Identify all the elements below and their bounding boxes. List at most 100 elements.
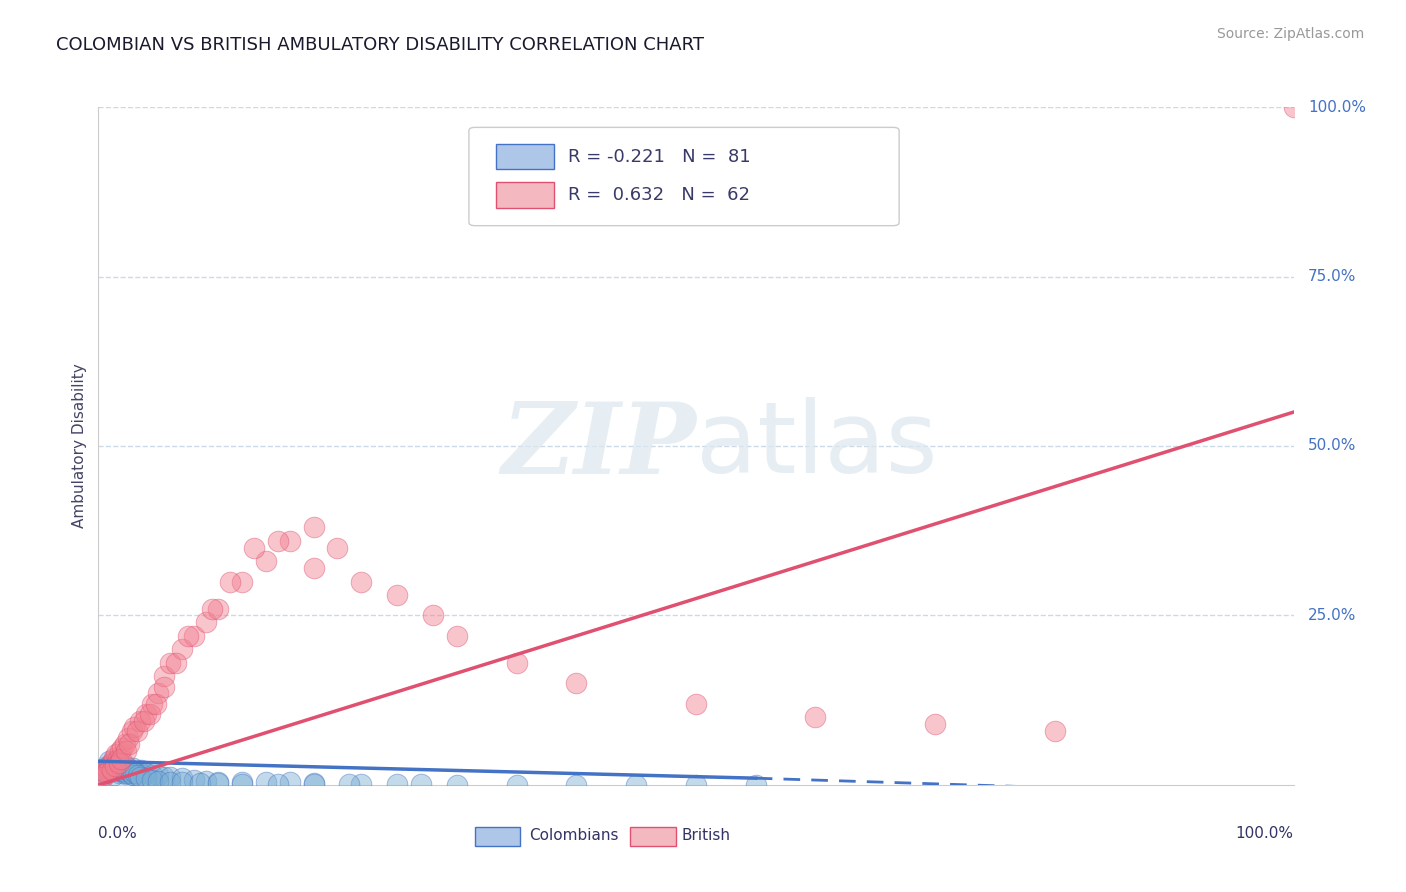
Point [231,776,253,790]
Point [302,776,325,790]
Text: 75.0%: 75.0% [1308,269,1357,284]
Point [219,574,242,589]
Text: 100.0%: 100.0% [1236,826,1294,840]
Point [188,776,211,790]
Point [96,765,118,780]
Point [924,717,946,731]
Point [110,763,132,777]
Point [121,765,143,780]
Point [93,768,115,782]
Point [207,776,229,790]
Point [93,763,115,777]
Point [195,615,218,630]
Point [105,754,128,768]
Point [745,778,768,792]
Point [267,533,290,548]
Point [172,771,194,785]
Point [159,774,181,789]
Point [183,772,205,787]
Text: R = -0.221   N =  81: R = -0.221 N = 81 [568,147,751,166]
Point [132,714,155,728]
Point [124,720,146,734]
Point [98,763,122,777]
Point [446,629,468,643]
Text: Colombians: Colombians [529,829,619,843]
Point [422,608,444,623]
Point [1282,100,1305,114]
Point [177,629,200,643]
Point [129,770,152,784]
Point [565,778,588,792]
Point [411,777,433,791]
Point [115,759,138,773]
Point [565,676,588,690]
Point [141,697,163,711]
Y-axis label: Ambulatory Disability: Ambulatory Disability [72,364,87,528]
Point [172,775,194,789]
Point [91,770,114,784]
Text: 50.0%: 50.0% [1308,439,1357,453]
Point [96,761,118,775]
Point [350,776,373,790]
Point [172,642,194,657]
Point [446,778,468,792]
FancyBboxPatch shape [496,144,554,169]
Point [267,777,290,791]
Point [105,756,128,771]
Text: 0.0%: 0.0% [98,826,138,840]
Point [100,757,122,772]
Point [141,768,163,782]
Point [148,773,170,788]
Point [125,765,148,780]
Point [207,774,229,789]
Point [112,763,135,777]
Point [1043,723,1066,738]
Point [101,754,124,768]
Point [114,737,136,751]
Point [302,520,325,534]
Point [626,778,648,792]
Point [100,763,122,777]
Point [506,778,529,792]
Text: R =  0.632   N =  62: R = 0.632 N = 62 [568,186,749,204]
Point [91,765,114,780]
Point [98,754,121,768]
Point [145,697,167,711]
Point [385,588,409,602]
Point [131,763,153,777]
Point [139,706,162,721]
Text: ZIP: ZIP [501,398,696,494]
Point [94,765,117,780]
Point [105,747,128,762]
Point [104,759,127,773]
Text: COLOMBIAN VS BRITISH AMBULATORY DISABILITY CORRELATION CHART: COLOMBIAN VS BRITISH AMBULATORY DISABILI… [56,36,704,54]
Point [132,768,155,782]
Point [110,752,132,766]
Text: atlas: atlas [696,398,938,494]
Text: 25.0%: 25.0% [1308,608,1357,623]
Point [135,765,157,780]
Point [114,767,136,781]
Point [111,740,134,755]
Point [122,768,145,782]
Point [103,768,125,782]
Point [103,759,125,773]
Point [195,773,218,788]
Point [97,764,120,779]
Point [117,731,139,745]
Point [110,764,132,779]
Point [385,777,409,791]
Point [165,656,187,670]
Point [148,768,170,782]
Point [125,723,148,738]
Point [135,771,157,785]
FancyBboxPatch shape [630,827,676,846]
Point [128,764,150,779]
Point [231,774,253,789]
Point [135,706,157,721]
Point [115,744,138,758]
Point [98,759,121,773]
FancyBboxPatch shape [470,128,900,226]
Point [100,756,122,771]
Point [127,768,149,782]
